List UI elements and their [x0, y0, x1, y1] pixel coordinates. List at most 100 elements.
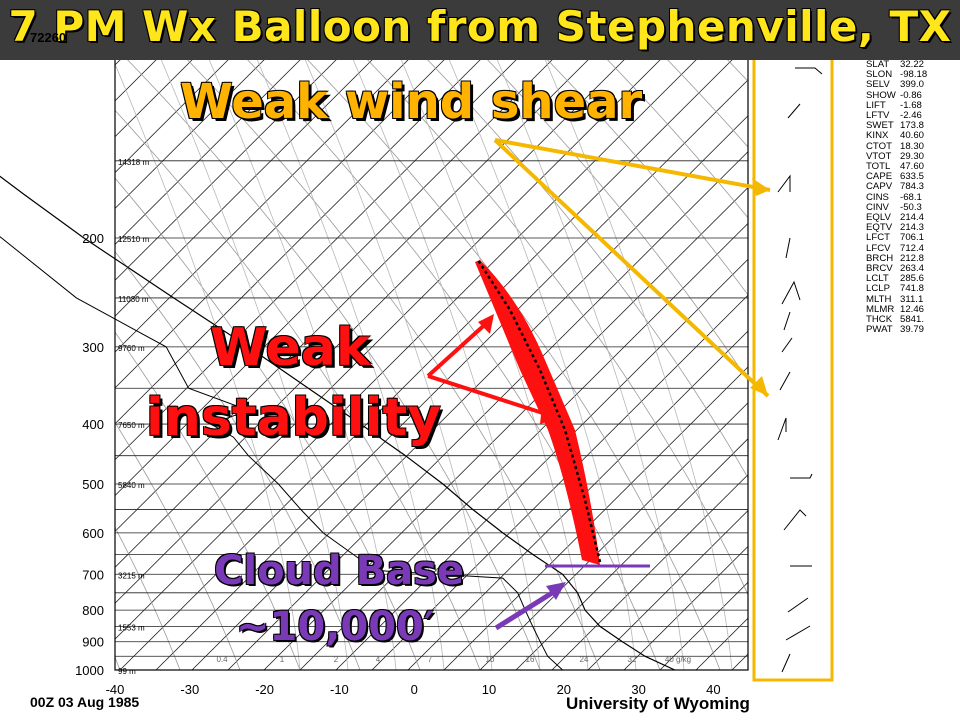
wind-barb [777, 174, 791, 193]
isotherm-line [115, 52, 381, 317]
index-row-lfcv: LFCV 712.4 [866, 243, 924, 254]
isotherm-line [155, 79, 748, 670]
temperature-curve [0, 175, 676, 671]
isotherm-line [0, 52, 92, 670]
mixing-ratio-label: 24 [580, 655, 589, 664]
index-value: -0.86 [900, 89, 922, 101]
index-row-cins: CINS -68.1 [866, 191, 922, 203]
index-row-slon: SLON -98.18 [866, 70, 927, 80]
cloud-base-arrow [494, 585, 562, 631]
shear-arrowhead-lower [750, 376, 768, 396]
mixing-ratio-label: 16 [526, 655, 535, 664]
index-row-slat: SLAT 32.22 [866, 60, 924, 70]
pressure-label: 900 [82, 635, 104, 650]
isotherm-line [407, 330, 748, 670]
mixing-ratio-label: 4 [376, 655, 381, 664]
mixing-ratio-label: 7 [428, 655, 433, 664]
pressure-label: 600 [82, 526, 104, 541]
title-bar: 7 PM Wx Balloon from Stephenville, TX [0, 0, 960, 60]
moist-adiabat-line [301, 52, 493, 670]
index-row-totl: TOTL 47.60 [866, 162, 924, 172]
annotation-overlay [426, 50, 834, 682]
pressure-label: 400 [82, 417, 104, 432]
instability-arrow-upper [426, 318, 492, 378]
wind-barb [787, 597, 809, 613]
isotherm-line [115, 52, 561, 497]
isotherm-line [948, 52, 960, 670]
index-key: CINS [866, 191, 889, 203]
index-value: 263.4 [900, 263, 925, 274]
temperature-tick-label: -10 [330, 682, 349, 697]
dry-adiabat-line [179, 52, 601, 670]
moist-adiabat-line [445, 52, 637, 670]
annotation-cloud-base-height: ~10,000′ [236, 604, 435, 650]
pressure-label: 500 [82, 477, 104, 492]
index-value: -68.1 [900, 191, 922, 203]
index-value: 706.1 [900, 232, 925, 244]
isotherm-line [115, 52, 273, 210]
wind-barb [795, 67, 823, 75]
index-key: LIFT [866, 99, 886, 111]
isotherm-line [115, 52, 489, 425]
dry-adiabat-line [115, 109, 481, 670]
isotherm-line [115, 52, 525, 461]
isotherm-line [551, 474, 748, 670]
mixing-ratio-label: 32 [628, 655, 637, 664]
instability-arrow-lower [427, 374, 553, 418]
index-row-eqtv: EQTV 214.3 [866, 223, 924, 233]
cape-area [475, 260, 600, 565]
isotherm-line [587, 509, 748, 670]
index-row-brcv: BRCV 263.4 [866, 264, 924, 274]
annotation-weak-wind-shear: Weak wind shear [180, 74, 643, 130]
index-row-lclp: LCLP 741.8 [866, 284, 924, 294]
temperature-tick-label: 40 [706, 682, 720, 697]
footer-date: 00Z 03 Aug 1985 [30, 694, 140, 710]
index-row-eqlv: EQLV 214.4 [866, 213, 924, 223]
cloud-base-arrowhead [546, 582, 566, 600]
isotherm-line [768, 52, 960, 670]
isotherm-line [115, 52, 669, 604]
moist-adiabat-line [541, 52, 733, 670]
dry-adiabat-line [659, 52, 748, 148]
dry-adiabat-line [479, 52, 748, 382]
mixing-ratio-label: 0.4 [216, 655, 228, 664]
isotherm-line [623, 545, 748, 670]
pressure-label: 700 [82, 567, 104, 582]
isotherm-line [299, 222, 748, 670]
dry-adiabat-line [115, 421, 241, 670]
axis-labels: 100200300400500600700800900100016520 m14… [75, 45, 721, 697]
index-key: EQTV [866, 222, 893, 234]
shear-arrow-lower [493, 138, 770, 398]
pressure-label: 300 [82, 340, 104, 355]
wind-barb [785, 625, 811, 641]
temperature-tick-label: -30 [180, 682, 199, 697]
height-label: 3215 m [118, 571, 145, 580]
height-label: 11030 m [118, 295, 149, 304]
index-row-mlmr: MLMR 12.46 [866, 303, 925, 315]
index-key: LCLP [866, 283, 890, 295]
index-row-mlth: MLTH 311.1 [866, 294, 923, 305]
index-value: 39.79 [900, 324, 925, 336]
isotherm-line [115, 52, 417, 353]
index-value: 12.46 [900, 303, 925, 315]
pressure-label: 1000 [75, 663, 104, 678]
dry-adiabat-line [115, 526, 181, 670]
wind-barb [781, 653, 791, 673]
index-value: 32.22 [900, 59, 925, 70]
index-value: 47.60 [900, 161, 925, 172]
annotation-instability: instability [146, 388, 442, 448]
mixing-ratio-label: 1 [280, 655, 285, 664]
index-row-kinx: KINX 40.60 [866, 131, 924, 141]
dry-adiabat-line [119, 52, 541, 670]
instability-arrowhead-lower [540, 406, 560, 424]
wind-barb [783, 311, 791, 331]
index-value: 741.8 [900, 283, 925, 295]
index-row-swet: SWET 173.8 [866, 121, 924, 131]
instability-arrowhead-upper [478, 314, 494, 334]
wind-profile-box [752, 50, 834, 682]
index-key: PWAT [866, 324, 893, 336]
index-key: CTOT [866, 140, 892, 152]
isotherm-line [191, 115, 748, 670]
height-label: 5840 m [118, 481, 145, 490]
